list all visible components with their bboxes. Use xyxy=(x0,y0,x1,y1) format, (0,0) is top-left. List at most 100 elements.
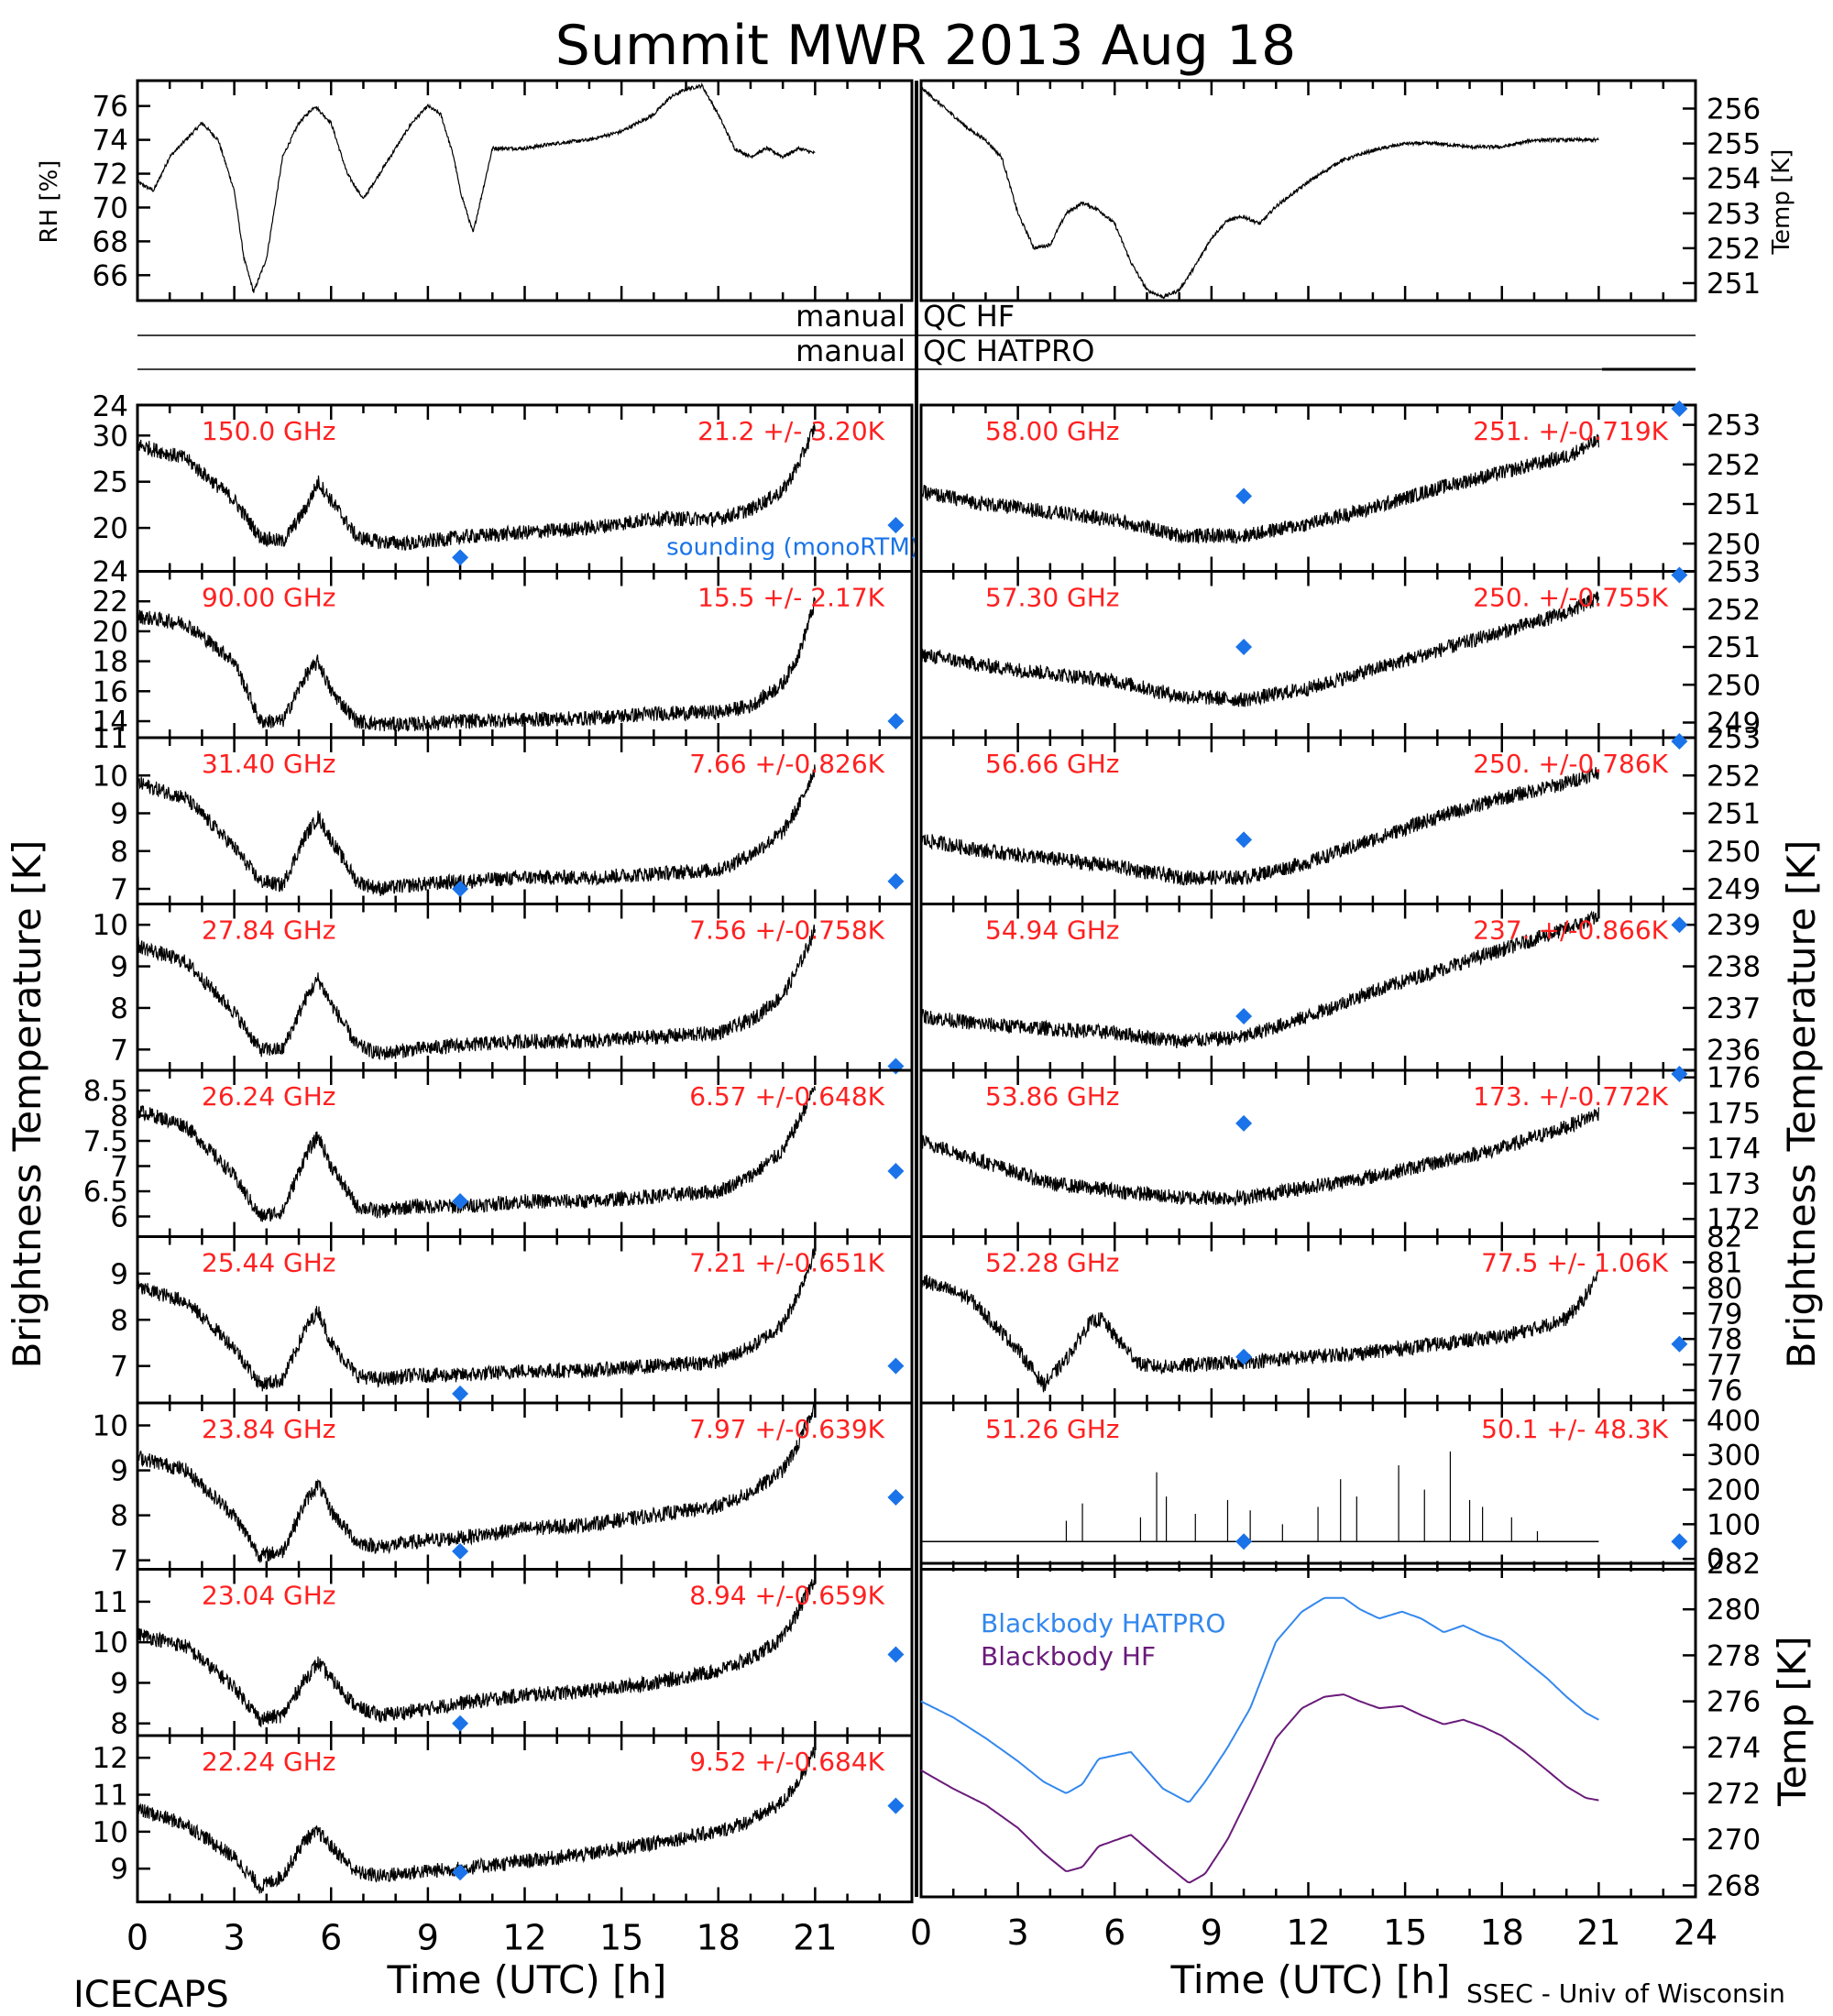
y-tick-label: 175 xyxy=(1707,1097,1761,1130)
y-tick-label: 72 xyxy=(93,159,128,192)
x-tick-label: 18 xyxy=(697,1918,741,1958)
freq-label: 52.28 GHz xyxy=(985,1248,1120,1278)
sounding-point xyxy=(452,1193,469,1210)
sounding-point xyxy=(1235,488,1253,505)
y-tick-label: 10 xyxy=(93,1627,128,1660)
sounding-point xyxy=(887,517,905,534)
stats-label: 250. +/-0.786K xyxy=(1473,749,1668,779)
x-tick-label: 12 xyxy=(1286,1912,1330,1953)
y-tick-label: 270 xyxy=(1707,1824,1761,1857)
sounding-point xyxy=(887,1357,905,1375)
y-tick-label: 10 xyxy=(93,1410,128,1443)
y-tick-label: 268 xyxy=(1707,1869,1761,1902)
freq-label: 57.30 GHz xyxy=(985,583,1120,613)
stats-label: 7.56 +/-0.758K xyxy=(689,915,884,946)
y-tick-label: 250 xyxy=(1707,669,1761,702)
x-tick-label: 21 xyxy=(793,1918,837,1958)
panel-f5800: 250 251 252 253 58.00 GHz 251. +/-0.719K xyxy=(919,400,1761,573)
sounding-point xyxy=(452,1715,469,1732)
stats-label: 250. +/-0.755K xyxy=(1473,583,1668,613)
stats-label: 21.2 +/- 3.20K xyxy=(697,416,884,446)
freq-label: 56.66 GHz xyxy=(985,749,1120,779)
freq-label: 25.44 GHz xyxy=(202,1248,336,1278)
sounding-point xyxy=(887,1646,905,1663)
y-tick-label: 254 xyxy=(1707,163,1761,196)
x-tick-label: 21 xyxy=(1576,1912,1620,1953)
y-tick-label: 12 xyxy=(93,1742,128,1775)
trace-line xyxy=(137,1573,816,1728)
freq-label: 27.84 GHz xyxy=(202,915,336,946)
sounding-point xyxy=(1671,400,1688,417)
y-tick-label: 66 xyxy=(93,259,128,292)
trace-line xyxy=(137,764,816,896)
y-tick-label: 7 xyxy=(110,1151,128,1184)
y-tick-label: 74 xyxy=(93,125,128,158)
legend-entry: Blackbody HF xyxy=(981,1641,1156,1671)
panel-f5666: 249 250 251 252 253 56.66 GHz 250. +/-0.786K xyxy=(919,722,1761,906)
y-tick-label: 250 xyxy=(1707,528,1761,561)
y-tick-label: 14 xyxy=(93,706,128,739)
freq-label: 22.24 GHz xyxy=(202,1747,336,1777)
stats-label: 7.66 +/-0.826K xyxy=(689,749,884,779)
y-tick-label: 8 xyxy=(110,1304,128,1337)
sounding-point xyxy=(1671,1533,1688,1550)
y-tick-label: 176 xyxy=(1707,1062,1761,1095)
qc-hf-label: QC HF xyxy=(923,299,1015,334)
sounding-point xyxy=(887,1489,905,1507)
x-tick-label: 24 xyxy=(1674,1912,1718,1953)
y-tick-label: 11 xyxy=(93,1586,128,1619)
y-tick-label: 25 xyxy=(93,466,128,499)
x-tick-label: 18 xyxy=(1480,1912,1524,1953)
x-tick-label: 6 xyxy=(1103,1912,1125,1953)
sounding-point xyxy=(887,872,905,890)
y-tick-label: 8 xyxy=(110,836,128,869)
y-tick-label: 6.5 xyxy=(83,1176,128,1209)
stats-label: 15.5 +/- 2.17K xyxy=(697,583,884,613)
freq-label: 31.40 GHz xyxy=(202,749,336,779)
y-tick-label: 272 xyxy=(1707,1778,1761,1811)
y-tick-label: 8 xyxy=(110,1101,128,1134)
stats-label: 237. +/-0.866K xyxy=(1473,915,1668,946)
y-tick-label: 278 xyxy=(1707,1639,1761,1672)
freq-label: 150.0 GHz xyxy=(202,416,336,446)
y-tick-label: 282 xyxy=(1707,1548,1761,1581)
y-tick-label: 9 xyxy=(110,798,128,831)
x-axis-label-left: Time (UTC) [h] xyxy=(387,1957,667,2002)
y-tick-label: 8 xyxy=(110,1708,128,1741)
y-tick-label: 174 xyxy=(1707,1133,1761,1166)
y-tick-label: 68 xyxy=(93,225,128,258)
y-tick-label: 9 xyxy=(110,1455,128,1488)
y-tick-label: 251 xyxy=(1707,631,1761,664)
panel-f2304: 8 9 10 11 23.04 GHz 8.94 +/-0.659K xyxy=(93,1568,914,1741)
tb-right-axis-label: Brightness Temperature [K] xyxy=(1779,840,1824,1369)
trace-line xyxy=(920,909,1599,1049)
y-tick-label: 7 xyxy=(110,1545,128,1578)
y-tick-label: 256 xyxy=(1707,93,1761,126)
trace-line xyxy=(137,1744,816,1894)
y-tick-label: 253 xyxy=(1707,556,1761,589)
stats-label: 251. +/-0.719K xyxy=(1473,416,1668,446)
sounding-point xyxy=(452,1542,469,1560)
y-tick-label: 251 xyxy=(1707,268,1761,301)
sounding-point xyxy=(887,1797,905,1814)
rh-axis-label: RH [%] xyxy=(36,160,63,244)
y-tick-label: 6 xyxy=(110,1201,128,1234)
y-tick-label: 236 xyxy=(1707,1034,1761,1067)
y-tick-label: 252 xyxy=(1707,233,1761,266)
bb-temp-axis-label: Temp [K] xyxy=(1770,1636,1815,1807)
sounding-point xyxy=(1671,566,1688,584)
y-tick-label: 78 xyxy=(1707,1323,1742,1356)
y-tick-label: 172 xyxy=(1707,1203,1761,1236)
y-tick-label: 274 xyxy=(1707,1732,1761,1765)
stats-label: 7.21 +/-0.651K xyxy=(689,1248,884,1278)
stats-label: 173. +/-0.772K xyxy=(1473,1081,1668,1112)
y-tick-label: 80 xyxy=(1707,1272,1742,1305)
sounding-point xyxy=(1671,1335,1688,1353)
sounding-point xyxy=(452,549,469,566)
trace-line xyxy=(920,1269,1599,1393)
y-tick-label: 252 xyxy=(1707,760,1761,793)
